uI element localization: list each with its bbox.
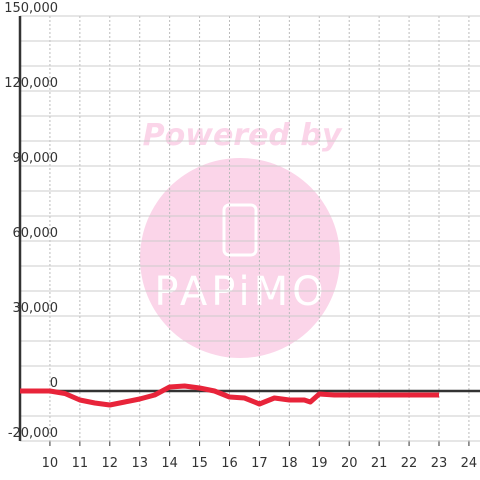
x-tick-label: 19	[311, 456, 328, 471]
x-tick-label: 12	[102, 456, 119, 471]
x-tick-label: 22	[401, 456, 418, 471]
x-tick-label: 14	[161, 456, 178, 471]
watermark-logo: PAPiMO	[154, 269, 327, 315]
x-tick-label: 17	[251, 456, 268, 471]
y-tick-label: 30,000	[13, 301, 59, 316]
x-tick-label: 24	[461, 456, 478, 471]
x-tick-label: 11	[72, 456, 89, 471]
x-tick-label: 23	[431, 456, 448, 471]
x-tick-label: 16	[221, 456, 238, 471]
y-tick-label: 60,000	[13, 226, 59, 241]
watermark-text: Powered by	[143, 118, 343, 153]
y-tick-label: 120,000	[4, 76, 58, 91]
y-tick-label: 150,000	[4, 1, 58, 16]
data-line	[20, 383, 439, 408]
x-tick-label: 21	[371, 456, 388, 471]
x-tick-label: 18	[281, 456, 298, 471]
x-tick-label: 15	[191, 456, 208, 471]
x-tick-label: 13	[131, 456, 148, 471]
watermark-phone	[222, 203, 258, 257]
y-tick-label: 90,000	[13, 151, 59, 166]
watermark-circle	[140, 158, 340, 358]
y-tick-label: -20,000	[8, 426, 58, 441]
y-tick-label: 0	[50, 376, 58, 391]
x-tick-label: 20	[341, 456, 358, 471]
x-tick-label: 10	[42, 456, 59, 471]
